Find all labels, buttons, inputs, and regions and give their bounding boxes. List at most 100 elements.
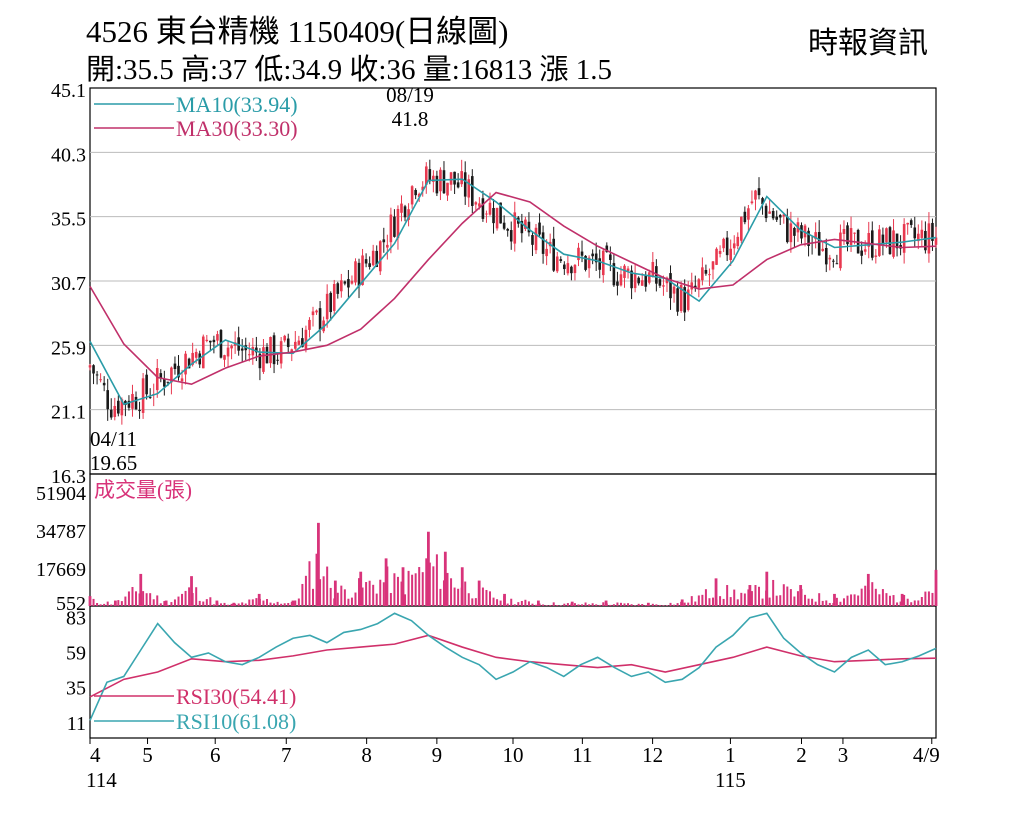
candle-body [424, 166, 428, 185]
volume-y-tick: 17669 [36, 559, 86, 581]
volume-bar [811, 598, 814, 606]
volume-bar [878, 594, 881, 606]
volume-bar [481, 587, 484, 606]
candle-body [502, 222, 506, 229]
candle-body [400, 203, 403, 213]
volume-bar [510, 598, 513, 606]
volume-bar [825, 600, 828, 606]
candle-body [570, 266, 573, 274]
volume-bar [418, 567, 421, 606]
volume-bar-key [604, 600, 608, 606]
candle-body [148, 397, 152, 399]
x-tick-label: 10 [503, 743, 524, 767]
volume-bar [450, 578, 453, 606]
ma30-legend-label: MA30(33.30) [176, 116, 298, 141]
candle-body [513, 212, 517, 244]
volume-bar [697, 595, 700, 606]
volume-bar [899, 601, 902, 606]
x-tick-label: 1 [725, 743, 736, 767]
volume-bar [496, 599, 499, 606]
candle-body [764, 205, 768, 219]
volume-bar [651, 603, 654, 606]
volume-y-tick: 34787 [36, 521, 86, 543]
volume-bar [920, 597, 923, 606]
volume-bar [662, 605, 665, 606]
volume-bar [336, 592, 339, 606]
volume-bar [616, 602, 619, 606]
candle-body [117, 400, 120, 414]
volume-bar-key [477, 580, 481, 606]
candle-body [371, 250, 375, 266]
candle-body [881, 234, 885, 246]
candle-body [775, 216, 779, 220]
volume-bar [135, 591, 138, 606]
candle-body [368, 263, 371, 267]
volume-bar [743, 593, 746, 606]
candle-body [895, 233, 899, 249]
volume-bar [740, 592, 743, 606]
volume-title: 成交量(張) [94, 478, 192, 502]
volume-bar [906, 598, 909, 606]
candle-body [357, 262, 361, 287]
volume-bar [736, 599, 739, 606]
volume-bar [768, 597, 771, 606]
candle-body [771, 211, 775, 219]
volume-bar [676, 603, 679, 606]
volume-bar [326, 566, 329, 606]
candle-body [761, 198, 764, 205]
candle-body [456, 182, 460, 188]
volume-bar [658, 604, 661, 606]
candle-body [637, 277, 640, 284]
candle-body [754, 190, 757, 200]
volume-bar [871, 582, 874, 606]
volume-bar [110, 604, 113, 606]
volume-bar [163, 601, 166, 606]
candle-body [272, 335, 276, 365]
volume-bar-key [384, 558, 388, 606]
volume-bar [301, 583, 304, 606]
candle-body [591, 253, 594, 257]
volume-bar [535, 604, 538, 606]
candle-body [201, 336, 205, 369]
source-label: 時報資訊 [808, 27, 928, 60]
candle-body [209, 340, 212, 343]
volume-bar [389, 592, 392, 606]
volume-bar [354, 592, 357, 606]
volume-bar-key [333, 580, 337, 606]
volume-bar [623, 603, 626, 606]
volume-bar [711, 597, 714, 606]
volume-bar [888, 595, 891, 606]
candle-body [683, 287, 686, 313]
candle-body [633, 273, 637, 289]
candle-body [435, 175, 439, 194]
volume-bar [821, 600, 824, 606]
candle-body [474, 202, 478, 205]
volume-bar [308, 561, 311, 606]
candle-body [453, 171, 456, 185]
candle-body [892, 230, 895, 257]
volume-bar [754, 585, 757, 606]
volume-bar [142, 591, 145, 606]
volume-bar [527, 601, 530, 606]
volume-bar-key [88, 596, 92, 606]
candle-body [807, 230, 810, 246]
volume-bar [804, 594, 807, 606]
candle-body [778, 215, 782, 218]
x-tick-label: 11 [572, 743, 592, 767]
volume-bar [835, 597, 838, 606]
x-tick-label: 5 [142, 743, 153, 767]
volume-bar-key [359, 571, 363, 606]
candle-body [598, 258, 602, 270]
volume-bar [602, 602, 605, 606]
candle-body [662, 285, 665, 287]
candle-body [846, 225, 849, 245]
volume-bar [704, 589, 707, 606]
volume-bar [404, 594, 407, 606]
volume-bar [322, 576, 325, 606]
x-tick-label: 4 [90, 743, 101, 767]
candle-body [389, 214, 393, 243]
candle-body [559, 259, 563, 261]
volume-bar [927, 591, 930, 606]
candle-body [184, 353, 187, 375]
volume-bar [750, 591, 753, 606]
